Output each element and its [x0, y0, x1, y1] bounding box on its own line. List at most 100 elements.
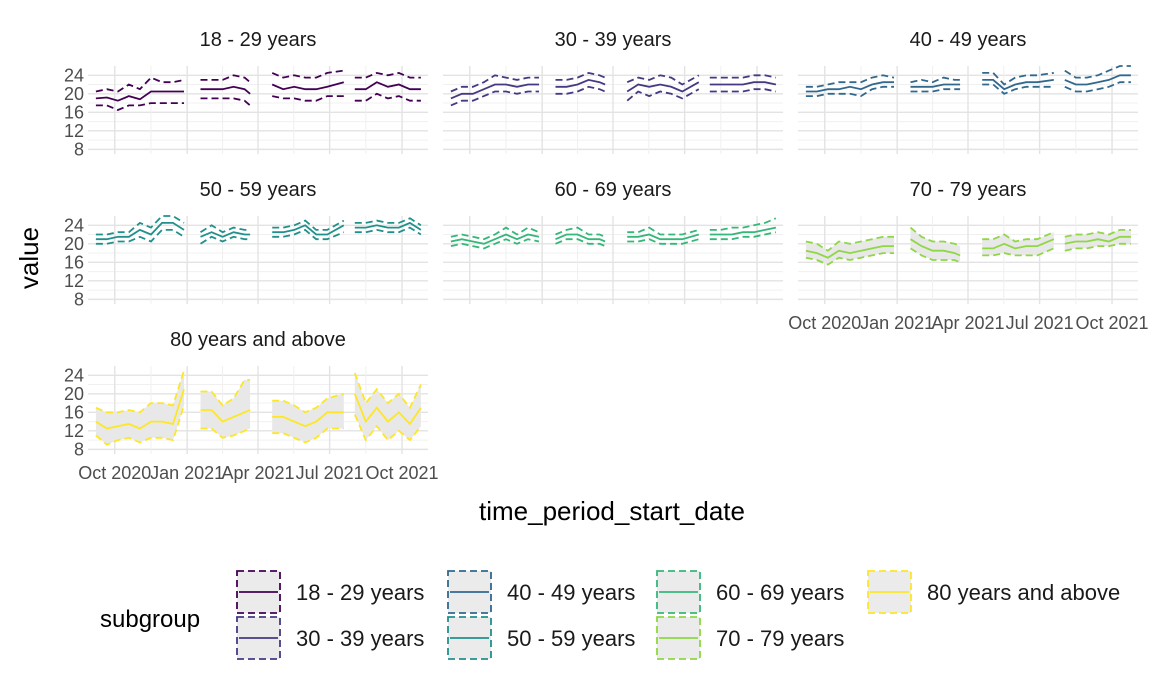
value-line	[200, 231, 251, 238]
upper-bound-line	[805, 74, 895, 88]
legend-label: 70 - 79 years	[716, 626, 844, 651]
legend-item: 30 - 39 years	[236, 616, 424, 660]
lower-bound-line	[555, 85, 606, 95]
upper-bound-line	[450, 226, 540, 241]
facet-panel: 40 - 49 years	[798, 29, 1138, 154]
value-line	[910, 238, 961, 257]
legend-label: 18 - 29 years	[296, 580, 424, 605]
lower-bound-line	[354, 226, 422, 236]
upper-bound-line	[1064, 228, 1131, 238]
x-tick-label: Oct 2020	[788, 313, 861, 333]
x-tick-label: Jul 2021	[1006, 313, 1074, 333]
lower-bound-line	[272, 427, 344, 444]
value-line	[555, 78, 606, 88]
y-tick-label: 16	[64, 102, 84, 122]
lower-bound-line	[95, 228, 185, 245]
upper-bound-line	[354, 217, 422, 227]
y-tick-label: 16	[64, 402, 84, 422]
lower-bound-line	[709, 231, 777, 241]
upper-bound-line	[627, 226, 700, 236]
legend-item: 70 - 79 years	[656, 616, 844, 660]
upper-bound-line	[982, 72, 1054, 86]
upper-bound-line	[353, 372, 422, 410]
upper-bound-line	[1064, 65, 1131, 79]
value-line	[555, 233, 606, 243]
legend-label: 50 - 59 years	[507, 626, 635, 651]
confidence-ribbon	[354, 372, 421, 441]
lower-bound-line	[272, 228, 345, 241]
lower-bound-line	[805, 85, 894, 98]
upper-bound-line	[271, 69, 344, 79]
y-tick-label: 24	[64, 365, 84, 385]
legend-item: 80 years and above	[867, 570, 1120, 614]
y-tick-label: 16	[64, 252, 84, 272]
lower-bound-line	[555, 238, 606, 247]
upper-bound-line	[95, 76, 185, 93]
lower-bound-line	[910, 247, 961, 264]
lower-bound-line	[95, 102, 184, 111]
upper-bound-line	[910, 76, 961, 84]
facet-strip-label: 18 - 29 years	[200, 29, 317, 51]
value-line	[200, 85, 251, 95]
y-tick-label: 24	[64, 215, 84, 235]
value-line	[200, 409, 251, 423]
upper-bound-line	[95, 215, 185, 236]
y-tick-label: 12	[64, 271, 84, 291]
y-tick-label: 24	[64, 65, 84, 85]
lower-bound-line	[805, 252, 894, 266]
upper-bound-line	[709, 74, 777, 79]
y-tick-label: 8	[74, 139, 84, 159]
y-tick-label: 20	[64, 84, 84, 104]
upper-bound-line	[354, 71, 421, 79]
x-tick-label: Oct 2021	[366, 463, 439, 483]
lower-bound-line	[354, 92, 421, 102]
upper-bound-line	[450, 74, 539, 93]
upper-bound-line	[805, 235, 894, 252]
x-tick-label: Jan 2021	[860, 313, 934, 333]
y-tick-label: 20	[64, 384, 84, 404]
lower-bound-line	[982, 247, 1055, 257]
legend-item: 60 - 69 years	[656, 570, 844, 614]
y-tick-label: 8	[74, 289, 84, 309]
upper-bound-line	[626, 74, 700, 86]
lower-bound-line	[200, 97, 251, 107]
legend-label: 30 - 39 years	[296, 626, 424, 651]
legend-label: 60 - 69 years	[716, 580, 844, 605]
lower-bound-line	[1064, 242, 1131, 252]
upper-bound-line	[555, 226, 606, 238]
lower-bound-line	[95, 405, 185, 446]
legend-item: 18 - 29 years	[236, 570, 424, 614]
lower-bound-line	[627, 238, 700, 245]
upper-bound-line	[909, 226, 961, 247]
facet-strip-label: 50 - 59 years	[200, 179, 317, 201]
upper-bound-line	[272, 219, 345, 231]
x-tick-label: Apr 2021	[931, 313, 1004, 333]
y-axis-title: value	[14, 227, 44, 289]
lower-bound-line	[450, 238, 540, 250]
facet-strip-label: 70 - 79 years	[910, 179, 1027, 201]
upper-bound-line	[200, 224, 251, 234]
lower-bound-line	[709, 88, 777, 93]
upper-bound-line	[272, 392, 345, 414]
x-tick-label: Oct 2021	[1076, 313, 1149, 333]
lower-bound-line	[626, 88, 700, 102]
lower-bound-line	[450, 90, 539, 107]
x-tick-label: Apr 2021	[221, 463, 294, 483]
facet-strip-label: 30 - 39 years	[555, 29, 672, 51]
y-tick-label: 12	[64, 421, 84, 441]
confidence-ribbon	[272, 393, 344, 443]
facet-panel: 30 - 39 years	[443, 29, 783, 154]
x-axis-title: time_period_start_date	[479, 496, 745, 526]
facet-panel: 60 - 69 years	[443, 179, 783, 304]
y-tick-label: 8	[74, 439, 84, 459]
lower-bound-line	[200, 235, 251, 245]
lower-bound-line	[200, 427, 251, 439]
facet-strip-label: 80 years and above	[170, 329, 346, 351]
upper-bound-line	[555, 71, 606, 81]
value-line	[910, 83, 961, 88]
